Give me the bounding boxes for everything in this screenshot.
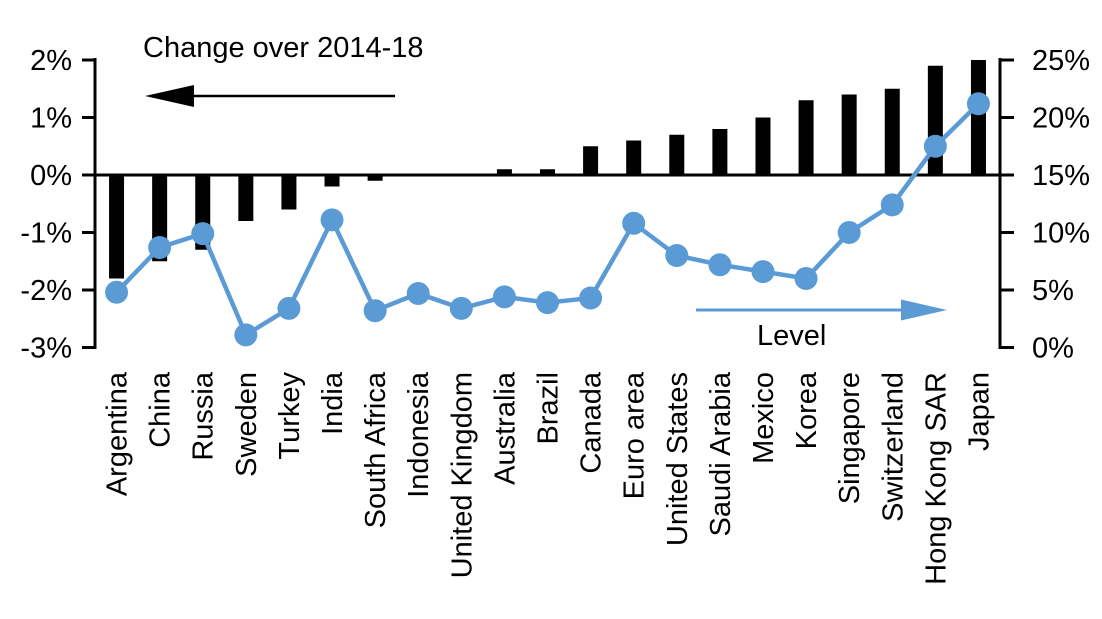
svg-text:10%: 10% [1032,218,1090,250]
svg-text:Sweden: Sweden [231,372,263,477]
svg-text:-2%: -2% [20,275,72,307]
svg-text:Canada: Canada [576,371,608,473]
svg-text:5%: 5% [1032,275,1074,307]
svg-text:Euro area: Euro area [619,371,651,499]
svg-text:Saudi Arabia: Saudi Arabia [705,371,737,536]
svg-text:China: China [145,371,177,448]
svg-text:25%: 25% [1032,45,1090,77]
svg-text:1%: 1% [30,103,72,135]
svg-text:-1%: -1% [20,218,72,250]
svg-text:Korea: Korea [791,371,823,449]
change-series-annotation-label: Change over 2014-18 [143,32,424,64]
svg-text:Turkey: Turkey [274,372,306,460]
svg-text:Switzerland: Switzerland [877,372,909,522]
svg-text:Singapore: Singapore [834,372,866,504]
svg-text:United States: United States [662,372,694,546]
svg-text:Russia: Russia [188,371,220,461]
svg-text:Indonesia: Indonesia [403,371,435,498]
svg-text:15%: 15% [1032,160,1090,192]
svg-text:-3%: -3% [20,333,72,365]
svg-text:Australia: Australia [489,371,521,485]
svg-text:Japan: Japan [963,372,995,451]
svg-text:0%: 0% [30,160,72,192]
svg-text:Argentina: Argentina [102,371,134,496]
svg-text:0%: 0% [1032,333,1074,365]
svg-text:Hong Kong SAR: Hong Kong SAR [920,372,952,585]
svg-text:India: India [317,371,349,435]
svg-text:20%: 20% [1032,103,1090,135]
svg-text:2%: 2% [30,45,72,77]
level-series-annotation-label: Level [757,320,827,352]
svg-text:Brazil: Brazil [533,372,565,445]
svg-text:United Kingdom: United Kingdom [446,372,478,578]
svg-text:South Africa: South Africa [360,371,392,528]
svg-text:Mexico: Mexico [748,372,780,464]
